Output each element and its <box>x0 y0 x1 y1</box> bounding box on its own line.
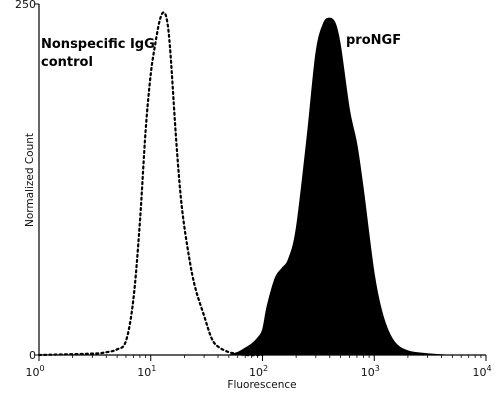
x-tick-label: 104 <box>472 364 491 379</box>
y-axis-ticks: 0 250 <box>15 0 39 362</box>
x-tick-label: 100 <box>25 364 44 379</box>
y-tick-label: 250 <box>15 0 36 11</box>
x-tick-label: 101 <box>137 364 156 379</box>
y-axis-title: Normalized Count <box>24 133 36 227</box>
annotation-igg-line2: control <box>41 55 93 70</box>
annotation-prongf: proNGF <box>346 33 401 48</box>
series-prongf-area <box>228 17 487 356</box>
x-tick-label: 103 <box>361 364 380 379</box>
y-tick-label: 0 <box>29 349 36 362</box>
x-axis-title: Fluorescence <box>227 379 296 391</box>
x-axis-ticks: 100 101 102 103 104 <box>25 355 492 379</box>
annotation-igg-line1: Nonspecific IgG <box>41 37 155 52</box>
x-tick-label: 102 <box>249 364 268 379</box>
series-nonspecific-igg-control-line <box>37 11 264 357</box>
plot-area <box>37 11 487 357</box>
